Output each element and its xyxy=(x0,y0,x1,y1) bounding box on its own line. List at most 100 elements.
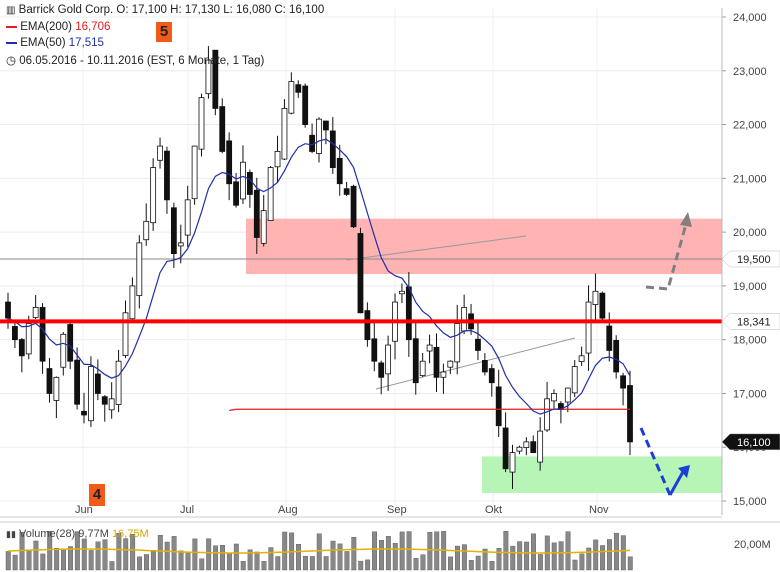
volume-bar xyxy=(337,543,343,571)
volume-bar xyxy=(448,556,454,571)
candle-up xyxy=(191,145,198,200)
candle-up xyxy=(32,307,39,318)
candle-down xyxy=(378,362,385,378)
candle-up xyxy=(316,118,322,154)
volume-bar xyxy=(351,537,357,571)
x-tick-label: Aug xyxy=(278,504,298,516)
candle-down xyxy=(323,120,329,131)
volume-bar xyxy=(12,554,18,571)
candle-up xyxy=(288,81,295,114)
volume-bar xyxy=(109,561,115,571)
candle-up xyxy=(447,360,454,368)
candle-up xyxy=(150,167,157,224)
tag-last-bg xyxy=(721,433,780,451)
volume-label: Volume(28) xyxy=(18,528,76,540)
volume-bar xyxy=(185,551,191,571)
volume-bar xyxy=(61,549,66,571)
volume-bar xyxy=(226,552,232,571)
volume-bar xyxy=(275,556,281,571)
candle-down xyxy=(613,340,620,373)
candle-down xyxy=(350,185,357,228)
volume-bar xyxy=(247,549,253,571)
price-tags: 19,500 18,341 16,100 xyxy=(721,250,780,451)
ema200-line xyxy=(229,408,630,412)
volume-bar xyxy=(74,531,80,571)
candle-down xyxy=(253,189,260,238)
x-tick-label: Jul xyxy=(180,504,194,516)
candle-up xyxy=(537,430,544,463)
candle-up xyxy=(509,452,516,473)
candle-down xyxy=(336,157,343,185)
volume-bar xyxy=(95,541,101,571)
volume-bar xyxy=(330,540,336,571)
volume-bar xyxy=(524,541,530,571)
candle-up xyxy=(461,307,468,332)
volume-bar xyxy=(213,545,219,571)
ema50-legend: EMA(50) 17,515 xyxy=(6,37,104,49)
volume-value2: 16,75M xyxy=(111,528,149,540)
volume-bar xyxy=(607,539,612,571)
volume-bar xyxy=(116,533,122,571)
volume-bar xyxy=(482,548,488,571)
volume-bar xyxy=(130,534,136,571)
volume-bar xyxy=(323,556,329,571)
volume-bar xyxy=(40,553,46,571)
volume-legend: ▮▮ Volume(28) 9,77M 16,75M xyxy=(6,528,149,540)
volume-bar xyxy=(399,531,405,571)
volume-bar xyxy=(627,556,633,571)
candle-up xyxy=(25,323,32,355)
volume-bar xyxy=(551,542,557,571)
candle-up xyxy=(184,199,191,236)
y-tick-label: 24,000 xyxy=(733,12,767,24)
volume-bar xyxy=(137,556,143,571)
volume-value1: 9,77M xyxy=(78,528,109,540)
volume-bar xyxy=(406,531,412,571)
volume-bar xyxy=(531,533,536,571)
candle-down xyxy=(412,338,419,384)
candle-down xyxy=(530,441,537,454)
candle-down xyxy=(502,427,509,470)
volume-bar xyxy=(461,544,467,571)
period-line: ◷ 06.05.2016 - 10.11.2016 (EST, 6 Monate… xyxy=(6,53,264,67)
volume-bar xyxy=(102,539,108,571)
volume-bar xyxy=(427,531,433,571)
candle-down xyxy=(357,233,364,314)
candle-down xyxy=(495,386,502,427)
candle-down xyxy=(101,396,108,405)
ema200-value: 16,706 xyxy=(75,21,111,33)
volume-bar xyxy=(392,542,398,571)
volume-bar xyxy=(586,547,592,571)
down-arrow-tail xyxy=(668,469,686,496)
candle-down xyxy=(170,207,177,255)
volume-bar xyxy=(220,545,225,571)
candle-down xyxy=(343,188,350,195)
candle-up xyxy=(585,301,592,354)
volume-bar xyxy=(54,548,60,571)
volume-bar xyxy=(620,535,626,571)
volume-bar xyxy=(178,550,184,571)
x-axis: Jun Jul Aug Sep Okt Nov xyxy=(0,504,722,518)
chart-icon: ▥ xyxy=(6,5,16,16)
ema50-label: EMA(50) xyxy=(20,37,66,49)
candle-down xyxy=(12,326,18,341)
y-tick-label: 17,000 xyxy=(733,388,767,400)
y-tick-label: 19,000 xyxy=(733,281,767,293)
candle-up xyxy=(385,344,392,375)
candle-down xyxy=(302,85,309,125)
resistance-zone xyxy=(246,218,722,275)
symbol-line: ▥ Barrick Gold Corp. O: 17,100 H: 17,130… xyxy=(6,4,324,16)
volume-bar xyxy=(365,559,371,571)
candle-down xyxy=(18,339,25,357)
candle-down xyxy=(488,368,495,384)
symbol-ohlc: Barrick Gold Corp. O: 17,100 H: 17,130 L… xyxy=(18,4,325,16)
candle-up xyxy=(274,151,281,168)
candle-down xyxy=(94,373,101,394)
volume-icon: ▮▮ xyxy=(6,529,16,539)
tag-18341: 18,341 xyxy=(737,316,771,328)
volume-bar xyxy=(344,551,350,571)
candle-down xyxy=(329,130,336,168)
candle-up xyxy=(281,108,288,160)
volume-bar xyxy=(413,558,419,571)
volume-bar xyxy=(88,550,94,571)
candle-down xyxy=(481,360,488,373)
